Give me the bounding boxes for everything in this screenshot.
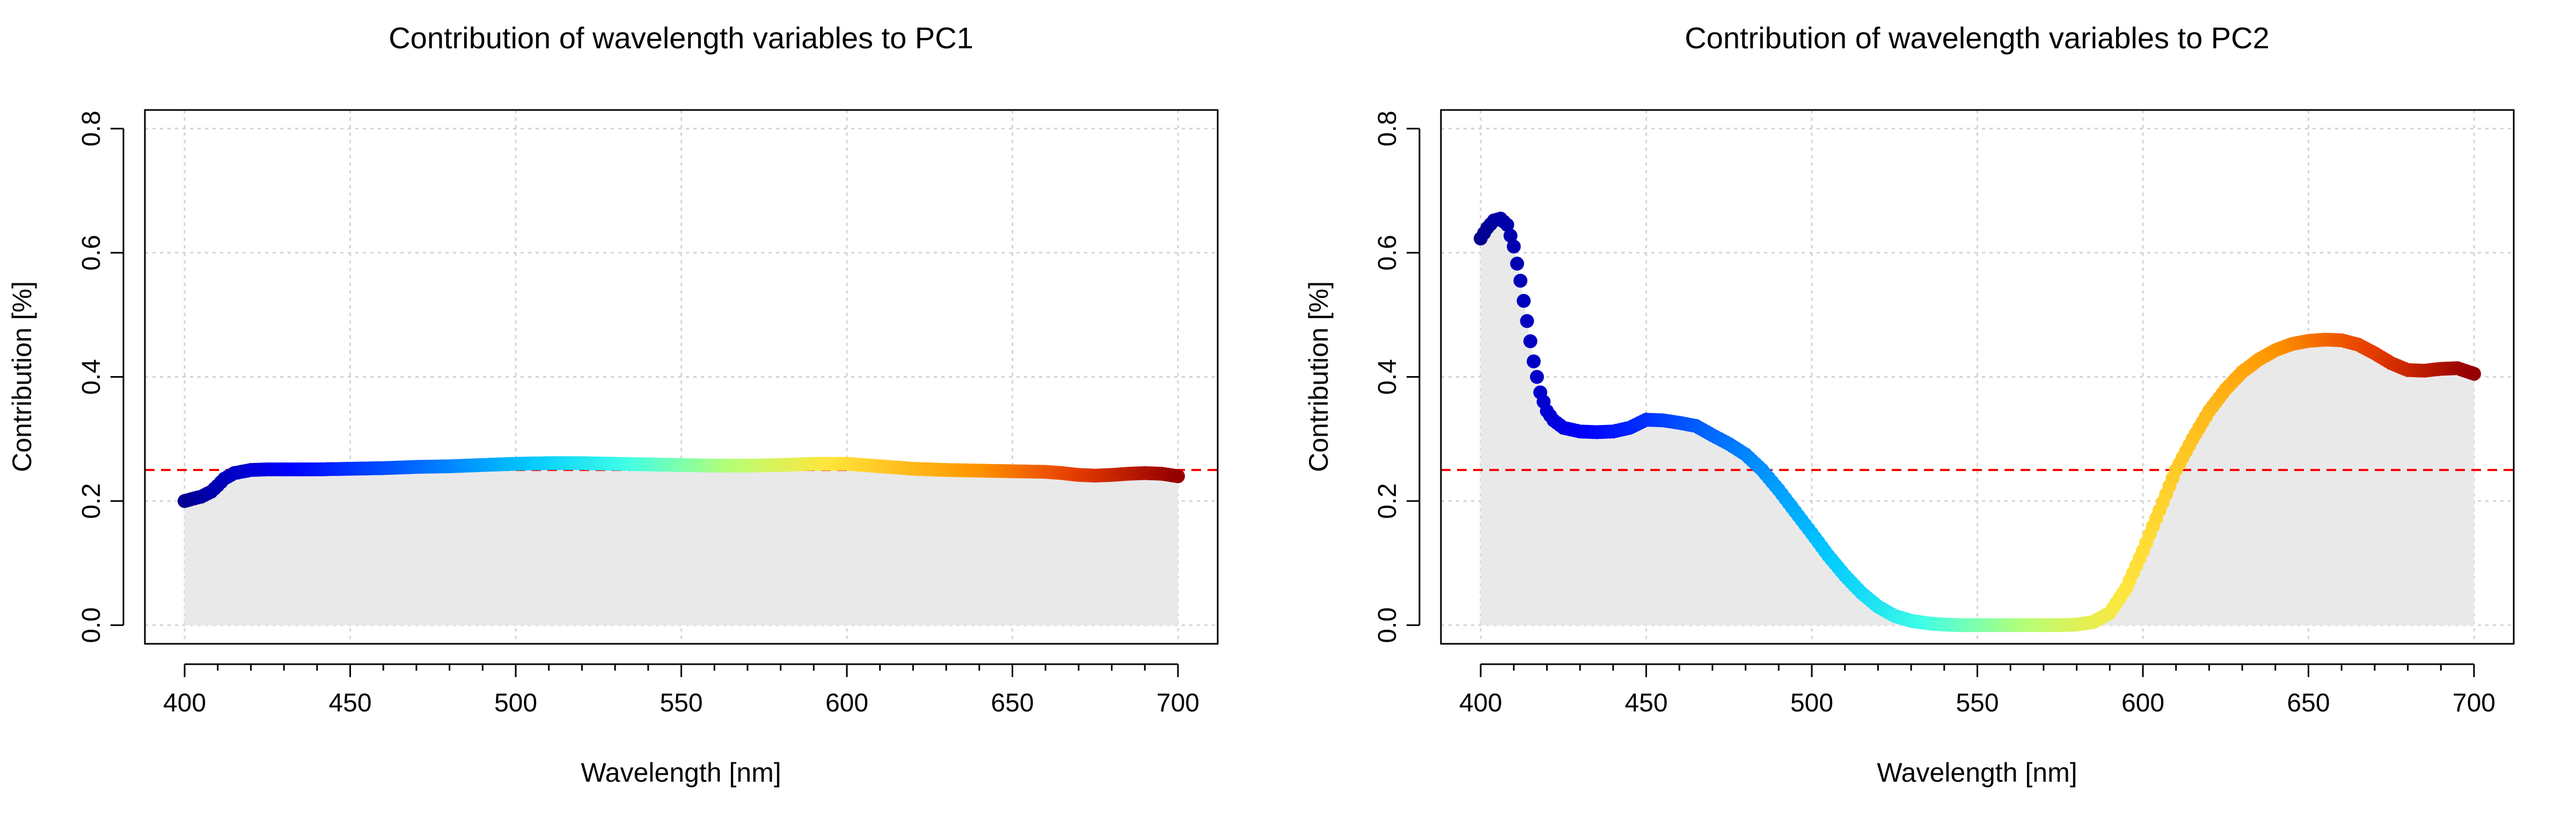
x-tick-label: 650 [991,689,1034,717]
chart-panel-pc1: 400 450 500 550 600 650 700 0.0 0.2 0.4 0.6 0.8 Co… [7,21,1219,788]
y-tick-label: 0.0 [77,607,106,643]
chart-title: Contribution of wavelength variables to … [389,21,974,55]
data-points [1474,211,2481,633]
y-axis: 0.0 0.2 0.4 0.6 0.8 [1373,111,1421,643]
x-tick-label: 500 [494,689,537,717]
y-tick-label: 0.2 [1373,483,1402,519]
x-tick-label: 700 [2453,689,2496,717]
y-axis-label: Contribution [%] [1304,281,1334,472]
y-axis-label: Contribution [%] [7,281,37,472]
data-point [2467,366,2481,381]
y-tick-label: 0.4 [1373,359,1402,395]
contribution-area [1481,218,2474,626]
data-point [1529,370,1544,384]
data-point [1523,334,1538,348]
x-tick-label: 600 [825,689,868,717]
x-tick-label: 650 [2287,689,2330,717]
x-tick-label: 550 [1956,689,1999,717]
y-tick-label: 0.2 [77,483,106,519]
x-tick-label: 450 [328,689,371,717]
y-tick-label: 0.8 [77,111,106,146]
x-tick-label: 400 [1459,689,1502,717]
x-axis-label: Wavelength [nm] [1877,758,2077,788]
data-point [1513,274,1528,288]
x-axis-label: Wavelength [nm] [581,758,781,788]
x-axis: 400 450 500 550 600 650 700 [163,663,1199,717]
plot-border [1440,109,2515,645]
y-tick-label: 0.6 [77,235,106,271]
contribution-area [185,463,1178,626]
data-point [1500,218,1514,232]
y-tick-label: 0.0 [1373,607,1402,643]
data-point [1526,354,1541,369]
x-axis: 400 450 500 550 600 650 700 [1459,663,2496,717]
chart-panel-pc2: 400 450 500 550 600 650 700 0.0 0.2 0.4 0.6 0.8 Co… [1304,21,2515,788]
plot-border [144,109,1219,645]
x-tick-label: 400 [163,689,206,717]
data-point [1171,469,1185,483]
x-tick-label: 450 [1624,689,1667,717]
y-tick-label: 0.8 [1373,111,1402,146]
data-point [1510,256,1524,271]
y-tick-label: 0.6 [1373,235,1402,271]
x-tick-label: 550 [660,689,702,717]
data-point [1506,239,1521,254]
x-tick-label: 700 [1157,689,1199,717]
y-axis: 0.0 0.2 0.4 0.6 0.8 [77,111,125,643]
y-tick-label: 0.4 [77,359,106,395]
data-points [178,456,1185,508]
data-point [1520,314,1534,328]
x-tick-label: 600 [2121,689,2164,717]
data-point [1517,293,1531,308]
data-point [1503,229,1518,243]
x-tick-label: 500 [1790,689,1833,717]
chart-title: Contribution of wavelength variables to … [1685,21,2270,55]
